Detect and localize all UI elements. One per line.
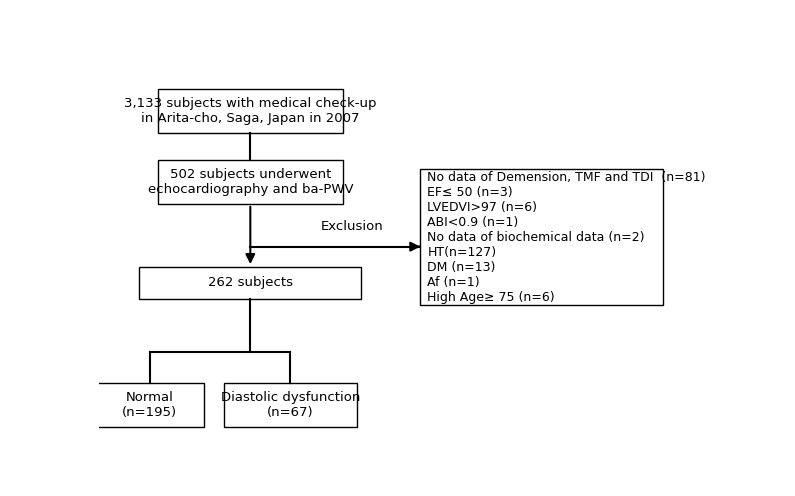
Text: 262 subjects: 262 subjects: [207, 276, 293, 290]
Text: Diastolic dysfunction
(n=67): Diastolic dysfunction (n=67): [221, 391, 360, 419]
FancyBboxPatch shape: [158, 160, 343, 204]
Text: Exclusion: Exclusion: [320, 220, 383, 233]
Text: 3,133 subjects with medical check-up
in Arita-cho, Saga, Japan in 2007: 3,133 subjects with medical check-up in …: [124, 97, 377, 125]
FancyBboxPatch shape: [139, 267, 361, 299]
Text: No data of Demension, TMF and TDI  (n=81)
EF≤ 50 (n=3)
LVEDVI>97 (n=6)
ABI<0.9 (: No data of Demension, TMF and TDI (n=81)…: [428, 171, 706, 304]
FancyBboxPatch shape: [158, 89, 343, 133]
Text: 502 subjects underwent
echocardiography and ba-PWV: 502 subjects underwent echocardiography …: [148, 168, 353, 196]
Text: Normal
(n=195): Normal (n=195): [122, 391, 177, 419]
FancyBboxPatch shape: [224, 383, 357, 427]
FancyBboxPatch shape: [96, 383, 204, 427]
FancyBboxPatch shape: [420, 169, 664, 305]
